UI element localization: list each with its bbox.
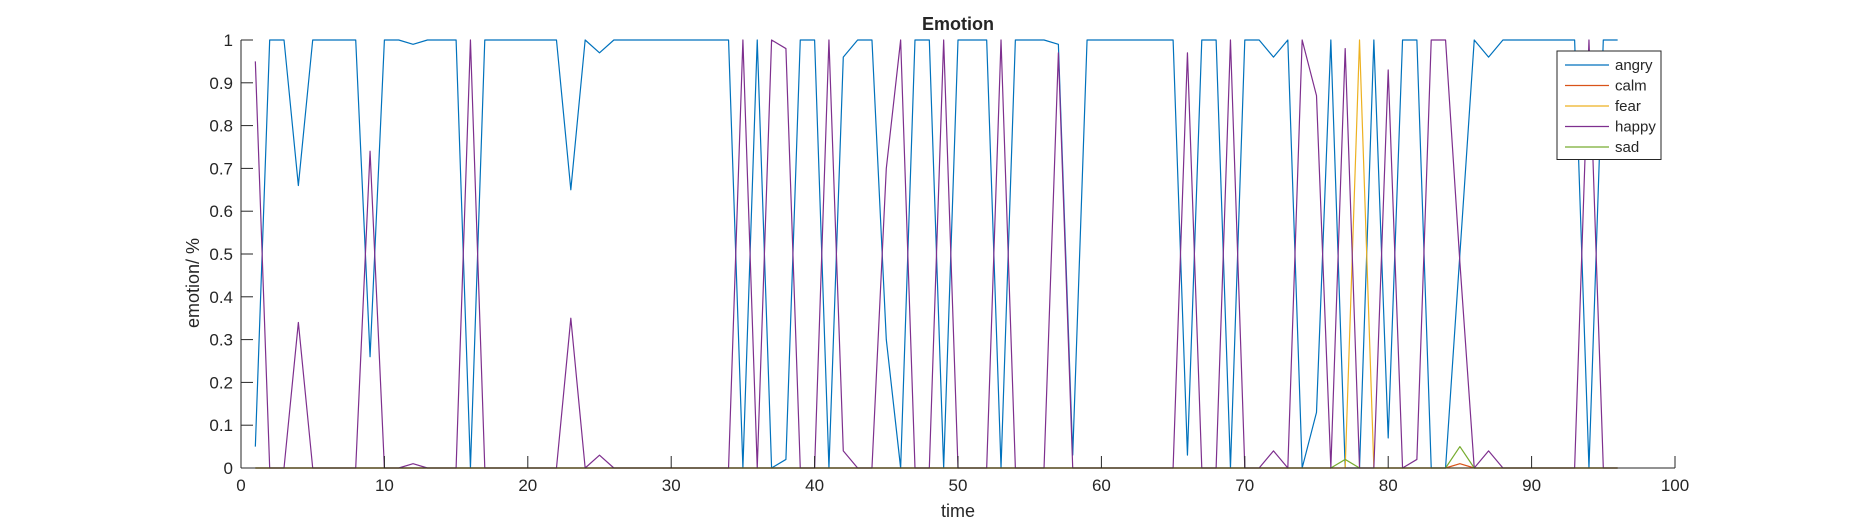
axes-layer: 0 10 20 30 40 50 60 70 80 90 100 0 0.1 0.2 0.3 0.4 0.5 0.… (209, 31, 1689, 495)
y-tick-label: 0.7 (209, 159, 233, 178)
legend-label-fear: fear (1615, 98, 1641, 115)
y-tick-label: 0.2 (209, 373, 233, 392)
y-axis-label: emotion/ % (183, 238, 203, 328)
x-tick-label: 60 (1092, 476, 1111, 495)
chart-title: Emotion (922, 14, 994, 34)
x-tick-label: 30 (662, 476, 681, 495)
legend-box (1556, 50, 1662, 160)
y-tick-label: 0.5 (209, 245, 233, 264)
legend-label-calm: calm (1615, 78, 1647, 95)
y-tick-label: 0.9 (209, 74, 233, 93)
y-tick-label: 0.6 (209, 202, 233, 221)
x-tick-label: 70 (1235, 476, 1254, 495)
series-line-happy (254, 39, 1618, 469)
x-tick-label: 100 (1661, 476, 1689, 495)
y-tick-label: 0.4 (209, 288, 233, 307)
x-tick-label: 80 (1379, 476, 1398, 495)
legend-label-sad: sad (1615, 139, 1639, 156)
y-tick-label: 0.3 (209, 331, 233, 350)
x-tick-label: 0 (236, 476, 245, 495)
x-tick-label: 20 (518, 476, 537, 495)
y-tick-label: 0.8 (209, 117, 233, 136)
legend: angry calm fear happy sad (1556, 50, 1662, 160)
x-tick-label: 40 (805, 476, 824, 495)
x-tick-label: 50 (949, 476, 968, 495)
legend-label-angry: angry (1615, 57, 1653, 74)
y-tick-label: 0.1 (209, 416, 233, 435)
x-tick-label: 90 (1522, 476, 1541, 495)
plot-background (241, 40, 1675, 468)
legend-label-happy: happy (1615, 119, 1656, 136)
plot-area (241, 40, 1675, 468)
y-tick-label: 0 (224, 459, 233, 478)
x-tick-label: 10 (375, 476, 394, 495)
y-tick-label: 1 (224, 31, 233, 50)
x-axis-label: time (941, 501, 975, 521)
